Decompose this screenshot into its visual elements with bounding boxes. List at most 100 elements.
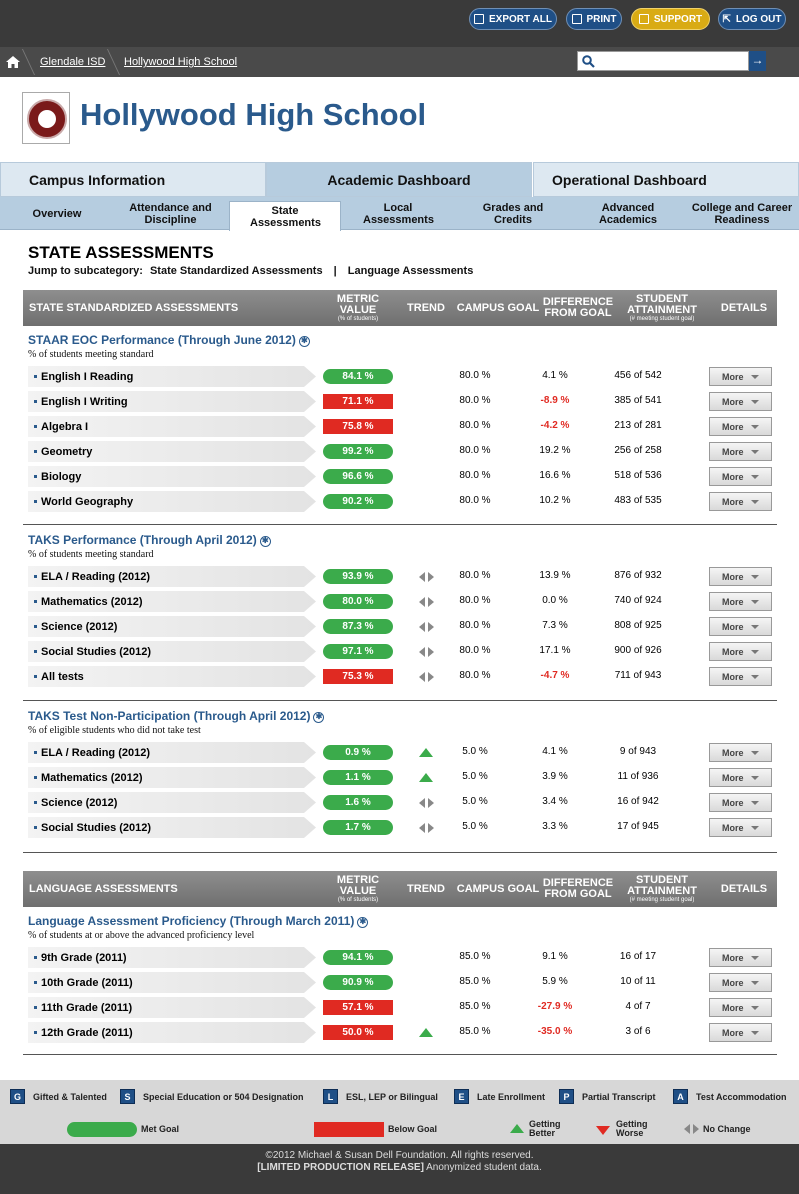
section-title-text[interactable]: STAAR EOC Performance (Through June 2012… xyxy=(28,333,296,347)
difference-cell: -27.9 % xyxy=(537,1001,573,1012)
attainment-cell: 16 of 942 xyxy=(617,796,659,807)
table-row: ELA / Reading (2012) 93.9 % 80.0 % 13.9 % 87… xyxy=(23,566,777,588)
legend-test-accommodation: A Test Accommodation xyxy=(673,1089,787,1104)
document-icon xyxy=(638,14,649,24)
more-button[interactable]: More xyxy=(709,367,772,386)
more-button[interactable]: More xyxy=(709,567,772,586)
metric-value-met: 97.1 % xyxy=(323,644,393,659)
more-button[interactable]: More xyxy=(709,818,772,837)
info-icon[interactable]: ✱ xyxy=(259,536,271,547)
subtab-state-assessments[interactable]: State Assessments xyxy=(229,201,341,231)
legend-late-enrollment: E Late Enrollment xyxy=(454,1089,545,1104)
more-button[interactable]: More xyxy=(709,417,772,436)
subtab-attendance-discipline[interactable]: Attendance and Discipline xyxy=(113,197,228,230)
subtab-overview[interactable]: Overview xyxy=(14,197,100,230)
legend-label: Special Education or 504 Designation xyxy=(143,1091,304,1102)
support-button[interactable]: SUPPORT xyxy=(631,8,710,30)
difference-cell: 19.2 % xyxy=(539,445,571,456)
subtab-label: Attendance and Discipline xyxy=(129,201,212,226)
column-trend: TREND xyxy=(407,882,445,895)
column-difference: DIFFERENCE FROM GOAL xyxy=(542,296,614,319)
column-attainment-label: STUDENT ATTAINMENT xyxy=(627,292,697,316)
row-label: 10th Grade (2011) xyxy=(28,972,316,993)
row-label: ELA / Reading (2012) xyxy=(28,742,316,763)
more-button[interactable]: More xyxy=(709,492,772,511)
more-button[interactable]: More xyxy=(709,592,772,611)
jump-link-state-standardized[interactable]: State Standardized Assessments xyxy=(149,265,323,277)
no-change-icon xyxy=(684,1124,699,1134)
more-label: More xyxy=(722,822,744,833)
info-icon[interactable]: ✱ xyxy=(313,712,325,723)
more-button[interactable]: More xyxy=(709,743,772,762)
home-icon[interactable] xyxy=(6,56,20,68)
row-label: 9th Grade (2011) xyxy=(28,947,316,968)
subtab-grades-credits[interactable]: Grades and Credits xyxy=(465,197,561,230)
column-metric-value: METRIC VALUE (% of students) xyxy=(334,290,382,326)
tab-label: Academic Dashboard xyxy=(327,171,471,188)
attainment-cell: 483 of 535 xyxy=(614,495,662,506)
more-button[interactable]: More xyxy=(709,467,772,486)
export-all-button[interactable]: EXPORT ALL xyxy=(469,8,557,30)
tab-operational-dashboard[interactable]: Operational Dashboard xyxy=(533,162,799,197)
section-title-text[interactable]: TAKS Test Non-Participation (Through Apr… xyxy=(28,709,311,723)
search-input[interactable] xyxy=(577,51,749,71)
search-submit-button[interactable]: → xyxy=(749,51,766,71)
table-header-title: LANGUAGE ASSESSMENTS xyxy=(29,882,178,895)
campus-goal-cell: 85.0 % xyxy=(459,1001,491,1012)
difference-cell: 3.3 % xyxy=(542,821,568,832)
table-row: ELA / Reading (2012) 0.9 % 5.0 % 4.1 % 9 of … xyxy=(23,742,777,764)
print-button[interactable]: PRINT xyxy=(566,8,622,30)
more-label: More xyxy=(722,671,744,682)
logout-button[interactable]: ⇱ LOG OUT xyxy=(718,8,786,30)
campus-goal-cell: 80.0 % xyxy=(459,670,491,681)
print-label: PRINT xyxy=(586,13,617,25)
column-attainment-label: STUDENT ATTAINMENT xyxy=(627,873,697,897)
more-label: More xyxy=(722,797,744,808)
legend-label: Partial Transcript xyxy=(582,1091,656,1102)
subtab-advanced-academics[interactable]: Advanced Academics xyxy=(580,197,676,230)
breadcrumb-school-link[interactable]: Hollywood High School xyxy=(124,56,238,68)
attainment-cell: 11 of 936 xyxy=(617,771,659,782)
more-button[interactable]: More xyxy=(709,793,772,812)
difference-cell: 17.1 % xyxy=(539,645,571,656)
tab-campus-information[interactable]: Campus Information xyxy=(0,162,266,197)
more-button[interactable]: More xyxy=(709,768,772,787)
info-icon[interactable]: ✱ xyxy=(357,917,369,928)
table-row: Algebra I 75.8 % 80.0 % -4.2 % 213 of 281 Mor… xyxy=(23,416,777,438)
trend-up-icon xyxy=(419,748,433,757)
more-button[interactable]: More xyxy=(709,1023,772,1042)
metric-value-met: 90.9 % xyxy=(323,975,393,990)
subtab-college-career[interactable]: College and Career Readiness xyxy=(686,197,798,230)
more-button[interactable]: More xyxy=(709,973,772,992)
column-trend: TREND xyxy=(407,301,445,314)
more-button[interactable]: More xyxy=(709,642,772,661)
attainment-cell: 876 of 932 xyxy=(614,570,662,581)
tab-academic-dashboard[interactable]: Academic Dashboard xyxy=(266,162,532,197)
breadcrumb-district-link[interactable]: Glendale ISD xyxy=(40,56,106,68)
more-button[interactable]: More xyxy=(709,442,772,461)
more-button[interactable]: More xyxy=(709,948,772,967)
more-button[interactable]: More xyxy=(709,392,772,411)
more-button[interactable]: More xyxy=(709,667,772,686)
trend-up-icon xyxy=(419,1028,433,1037)
arrow-right-icon: → xyxy=(751,53,764,67)
subtab-label: Local Assessments xyxy=(363,201,434,226)
subtab-local-assessments[interactable]: Local Assessments xyxy=(350,197,446,230)
getting-better-icon xyxy=(510,1124,524,1133)
section-title-text[interactable]: Language Assessment Proficiency (Through… xyxy=(28,914,355,928)
section-title-text[interactable]: TAKS Performance (Through April 2012) xyxy=(28,533,257,547)
more-button[interactable]: More xyxy=(709,617,772,636)
jump-link-language[interactable]: Language Assessments xyxy=(347,265,474,277)
column-difference: DIFFERENCE FROM GOAL xyxy=(542,877,614,900)
difference-cell: 4.1 % xyxy=(542,746,568,757)
more-button[interactable]: More xyxy=(709,998,772,1017)
search-icon xyxy=(582,55,595,68)
column-metric-value: METRIC VALUE (% of students) xyxy=(334,871,382,907)
more-label: More xyxy=(722,1002,744,1013)
info-icon[interactable]: ✱ xyxy=(298,336,310,347)
more-label: More xyxy=(722,772,744,783)
attainment-cell: 808 of 925 xyxy=(614,620,662,631)
code-badge: G xyxy=(10,1089,25,1104)
section-subtitle: % of students meeting standard xyxy=(28,549,154,560)
